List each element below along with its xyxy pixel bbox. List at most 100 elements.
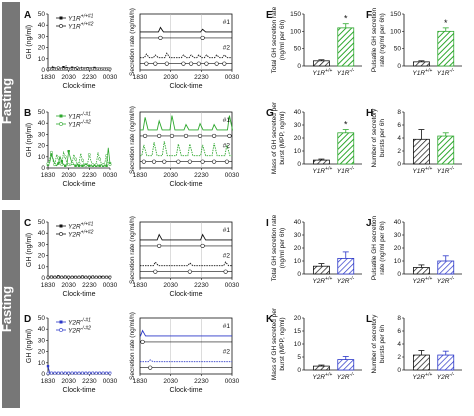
panel-letter-e: E — [266, 10, 273, 21]
data-point — [80, 371, 84, 375]
data-point — [94, 371, 98, 375]
pulse-marker — [187, 159, 192, 164]
secretion-frame — [139, 111, 233, 169]
pulse-marker — [153, 269, 158, 274]
y-axis-label: bursts per 6h — [379, 325, 386, 363]
data-point — [67, 163, 71, 167]
y-tick-label: 8 — [397, 109, 401, 116]
data-point — [87, 153, 91, 157]
secretion-trace — [140, 261, 232, 267]
data-point — [63, 371, 67, 375]
data-point — [98, 275, 102, 279]
data-point — [105, 275, 109, 279]
y-tick-label: 150 — [290, 11, 301, 18]
y-tick-label: 20 — [38, 45, 46, 52]
y-axis-label: Number of secretory — [371, 314, 378, 374]
y-tick-label: 40 — [38, 22, 46, 29]
data-point — [70, 162, 74, 165]
y-axis-label: GH (ng/ml) — [26, 123, 33, 157]
pulse-marker — [187, 269, 192, 274]
panel-h: H 0 2 4 6 8 Y1R+/+ Y1R-/- Number of secretory bur… — [366, 108, 462, 175]
data-point — [87, 371, 91, 375]
secretion-trace — [140, 115, 233, 131]
bar — [312, 159, 330, 165]
y-axis-label: burst (MPP, ng/ml) — [279, 317, 286, 370]
y-tick-label: 10 — [294, 258, 302, 265]
y-tick-label: 0 — [297, 367, 301, 374]
y-tick-label: 50 — [38, 109, 46, 116]
bar — [312, 265, 330, 275]
data-point — [91, 163, 95, 167]
x-tick-label: 2230 — [194, 282, 209, 289]
x-tick-label: 2030 — [163, 282, 178, 289]
significance-star: * — [444, 18, 448, 28]
data-point — [80, 158, 84, 162]
y-axis-label: Pulsatile GH secretion — [371, 215, 378, 280]
data-point — [80, 275, 84, 279]
data-point — [56, 275, 60, 279]
panel-f: F 0 50 100 150 Y1R+/+ * Y1R-/- Pulsatile GH secr… — [366, 7, 462, 77]
data-point — [84, 275, 88, 279]
category-label: Y2R+/+ — [412, 372, 432, 381]
y-tick-label: 30 — [294, 122, 302, 129]
y-tick-label: 6 — [397, 328, 401, 335]
legend-marker — [59, 320, 63, 324]
pulse-marker — [227, 133, 232, 139]
data-point — [46, 275, 50, 279]
category-label: Y1R-/- — [437, 166, 455, 175]
y-tick-label: 100 — [290, 28, 301, 35]
bar — [412, 354, 430, 371]
data-point — [101, 163, 105, 167]
data-point — [56, 156, 60, 160]
y-tick-label: 10 — [38, 154, 46, 161]
bar — [437, 260, 455, 275]
data-point — [101, 275, 105, 279]
panel-letter-b: B — [24, 108, 31, 119]
x-tick-label: 1830 — [41, 74, 56, 81]
x-tick-label: 0030 — [103, 74, 118, 81]
y-tick-label: 10 — [38, 56, 46, 63]
y-tick-label: 2 — [397, 354, 401, 361]
bar — [337, 27, 355, 67]
pulse-marker — [189, 61, 194, 66]
data-point — [105, 371, 109, 375]
pulse-marker — [162, 159, 167, 164]
trace-annotation: #2 — [223, 253, 231, 260]
panel-l: L 0 2 4 6 8 Y2R+/+ Y2R-/- Number of secretory bur… — [366, 314, 462, 381]
trace-annotation: #1 — [223, 323, 231, 330]
pulse-marker — [200, 159, 205, 164]
x-tick-label: 0030 — [225, 74, 240, 81]
y-tick-label: 20 — [38, 143, 46, 150]
category-label: Y2R-/- — [437, 372, 455, 381]
y-tick-label: 0 — [41, 165, 45, 172]
pulse-marker — [169, 133, 175, 139]
data-point — [57, 162, 60, 165]
panel-letter-c: C — [24, 218, 31, 229]
data-point — [84, 371, 88, 375]
x-tick-label: 0030 — [225, 172, 240, 179]
x-tick-label: 2230 — [82, 74, 97, 81]
y-tick-label: 0 — [397, 63, 401, 70]
data-point — [108, 67, 112, 71]
data-point — [60, 160, 63, 163]
data-point — [70, 371, 74, 375]
data-point — [46, 162, 50, 165]
x-tick-label: 1830 — [133, 282, 148, 289]
category-label: Y1R+/+ — [312, 68, 332, 77]
panel-e: E 0 50 100 150 Y1R+/+ * Y1R-/- Total GH secretio… — [266, 6, 362, 77]
data-point — [56, 371, 60, 375]
trace-annotation: #2 — [223, 45, 231, 52]
y-axis-label: rate (ng/ml per 6h) — [379, 221, 386, 274]
y-tick-label: 40 — [38, 230, 46, 237]
data-point — [91, 371, 95, 375]
y-tick-label: 10 — [394, 258, 402, 265]
x-axis-label: Clock-time — [169, 387, 202, 394]
panel-g: G 0 10 20 30 40 Y1R+/+ * Y1R-/- Mass of GH secret… — [266, 101, 362, 175]
data-point — [105, 164, 108, 167]
y-tick-label: 0 — [397, 161, 401, 168]
x-axis-label: Clock-time — [62, 83, 95, 90]
x-tick-label: 0030 — [225, 282, 240, 289]
